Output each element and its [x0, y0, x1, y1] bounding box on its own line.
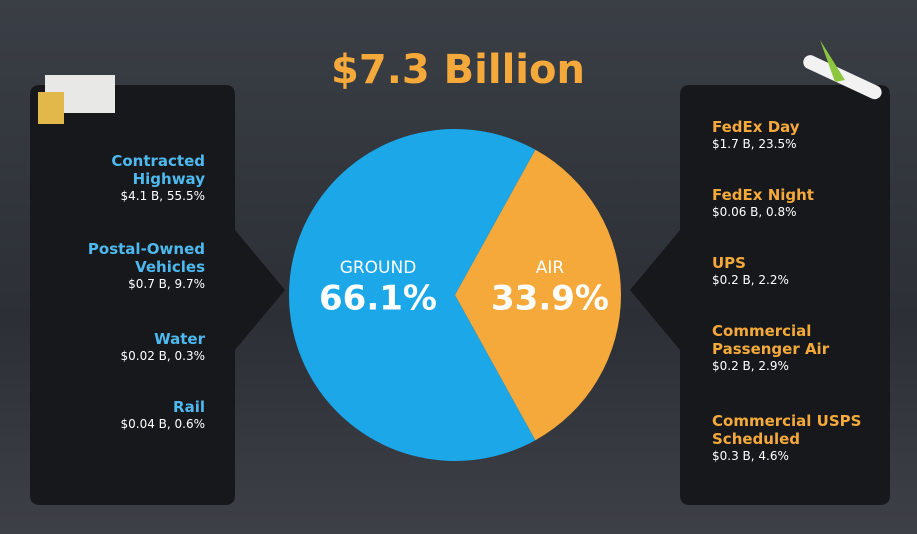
plane-icon: [803, 40, 882, 100]
pie-slice: [288, 129, 536, 462]
mode-detail: $0.04 B, 0.6%: [120, 417, 205, 431]
mode-detail: $4.1 B, 55.5%: [120, 189, 205, 203]
mode-item: Commercial USPS Scheduled $0.3 B, 4.6%: [712, 412, 882, 465]
mode-detail: $0.06 B, 0.8%: [712, 205, 797, 219]
slice-label: GROUND: [340, 258, 417, 278]
mode-name: Contracted Highway: [111, 152, 205, 188]
pie-slice: [455, 149, 621, 441]
mode-name: Postal-Owned Vehicles: [87, 240, 205, 276]
mode-item: Water $0.02 B, 0.3%: [35, 330, 205, 365]
chart-title: $7.3 Billion: [331, 47, 585, 93]
mode-item: Rail $0.04 B, 0.6%: [35, 398, 205, 433]
mode-name: FedEx Night: [712, 186, 814, 204]
mode-detail: $1.7 B, 23.5%: [712, 137, 797, 151]
mode-item: FedEx Day $1.7 B, 23.5%: [712, 118, 882, 153]
air-panel: [630, 85, 890, 505]
mode-name: FedEx Day: [712, 118, 800, 136]
mode-item: FedEx Night $0.06 B, 0.8%: [712, 186, 882, 221]
mode-name: Water: [154, 330, 205, 348]
mode-detail: $0.02 B, 0.3%: [120, 349, 205, 363]
mode-name: Rail: [173, 398, 205, 416]
mode-detail: $0.7 B, 9.7%: [128, 277, 205, 291]
mode-name: Commercial Passenger Air: [712, 322, 830, 358]
slice-value-label: 66.1%: [319, 279, 437, 319]
mode-detail: $0.3 B, 4.6%: [712, 449, 789, 463]
mode-item: Postal-Owned Vehicles $0.7 B, 9.7%: [35, 240, 205, 293]
mode-item: Commercial Passenger Air $0.2 B, 2.9%: [712, 322, 882, 375]
mode-item: Contracted Highway $4.1 B, 55.5%: [35, 152, 205, 205]
mode-name: UPS: [712, 254, 746, 272]
mode-name: Commercial USPS Scheduled: [712, 412, 862, 448]
mode-detail: $0.2 B, 2.2%: [712, 273, 789, 287]
slice-value-label: 33.9%: [491, 279, 609, 319]
truck-icon: [38, 75, 115, 124]
slice-label: AIR: [536, 258, 565, 278]
mode-detail: $0.2 B, 2.9%: [712, 359, 789, 373]
ground-panel: [30, 85, 285, 505]
mode-item: UPS $0.2 B, 2.2%: [712, 254, 882, 289]
